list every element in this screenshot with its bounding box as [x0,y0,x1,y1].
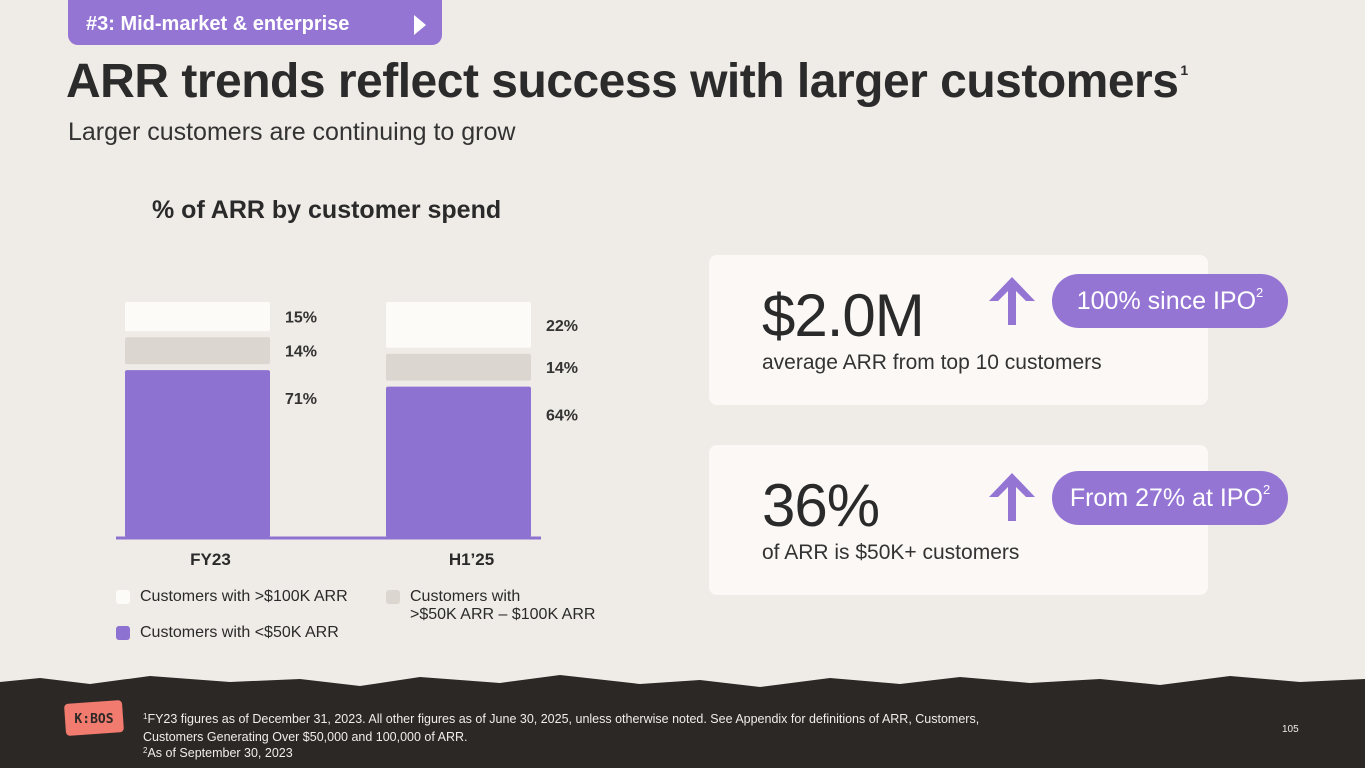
kpi-badge-50k: From 27% at IPO 2 [1052,471,1288,525]
legend-swatch-50k-100k [386,590,400,604]
bar-segment-h125-s0 [386,386,531,537]
page-title-text: ARR trends reflect success with larger c… [66,55,1179,108]
legend-label-50k-100k-line2: >$50K ARR – $100K ARR [410,606,596,623]
footnote-1-cont: Customers Generating Over $50,000 and 10… [143,730,468,744]
legend-item-100k: Customers with >$100K ARR [116,588,348,606]
kpi-description: average ARR from top 10 customers [762,351,1102,374]
stacked-bar-chart: 71% 14% 15% FY23 64% 14% 22% H1’25 [116,302,578,569]
section-tag[interactable]: #3: Mid-market & enterprise [68,0,442,45]
footnote-1-line1: FY23 figures as of December 31, 2023. Al… [147,712,980,726]
kpi-badge-footnote: 2 [1256,284,1264,300]
legend-label-lt50k: Customers with <$50K ARR [140,624,339,641]
section-tag-label: #3: Mid-market & enterprise [86,13,350,35]
chart-title: % of ARR by customer spend [152,196,502,224]
legend-label-100k: Customers with >$100K ARR [140,588,348,605]
bar-segment-fy23-s2 [125,302,270,332]
bar-segment-fy23-s0 [125,370,270,537]
logo-text: K:BOS [74,712,113,727]
footnote-2: 2As of September 30, 2023 [143,745,1073,763]
page-title: ARR trends reflect success with larger c… [66,54,1188,109]
footnote-1: 1FY23 figures as of December 31, 2023. A… [143,711,1073,729]
title-footnote-marker: 1 [1180,62,1188,78]
kpi-badge-text: 100% since IPO [1076,286,1257,315]
data-label: 71% [285,391,317,408]
legend-label-50k-100k: Customers with >$50K ARR – $100K ARR [410,588,595,624]
up-arrow-icon [989,473,1035,521]
page-number: 105 [1282,724,1299,735]
data-label: 15% [285,310,317,327]
data-label: 22% [546,318,578,335]
footnotes: 1FY23 figures as of December 31, 2023. A… [143,711,1073,763]
play-arrow-icon [414,14,426,35]
kpi-card-50k: 36% of ARR is $50K+ customers [709,445,1208,595]
up-arrow-icon [989,277,1035,325]
legend-label-50k-100k-line1: Customers with [410,588,521,605]
bar-segment-fy23-s1 [125,337,270,365]
kbos-logo: K:BOS [64,700,124,736]
footnote-2-marker: 2 [143,746,148,755]
kpi-value: $2.0M [762,282,925,349]
footnote-1-marker: 1 [143,712,148,721]
kpi-value: 36% [762,472,880,539]
data-label: 14% [285,344,317,361]
x-tick-label: H1’25 [449,550,494,569]
footer-background [0,675,1365,768]
kpi-badge-top10: 100% since IPO 2 [1052,274,1288,328]
legend-swatch-lt50k [116,626,130,640]
page-subtitle: Larger customers are continuing to grow [68,118,516,146]
footnote-2-text: As of September 30, 2023 [147,746,293,760]
bar-segment-h125-s2 [386,302,531,348]
kpi-badge-footnote: 2 [1262,481,1271,497]
legend-item-lt50k: Customers with <$50K ARR [116,624,339,642]
bar-segment-h125-s1 [386,353,531,381]
data-label: 14% [546,360,578,377]
kpi-badge-text: From 27% at IPO [1069,483,1263,512]
data-label: 64% [546,408,578,425]
kpi-description: of ARR is $50K+ customers [762,541,1020,564]
legend-item-50k-100k: Customers with >$50K ARR – $100K ARR [386,588,595,624]
legend-swatch-100k [116,590,130,604]
x-tick-label: FY23 [190,550,231,569]
